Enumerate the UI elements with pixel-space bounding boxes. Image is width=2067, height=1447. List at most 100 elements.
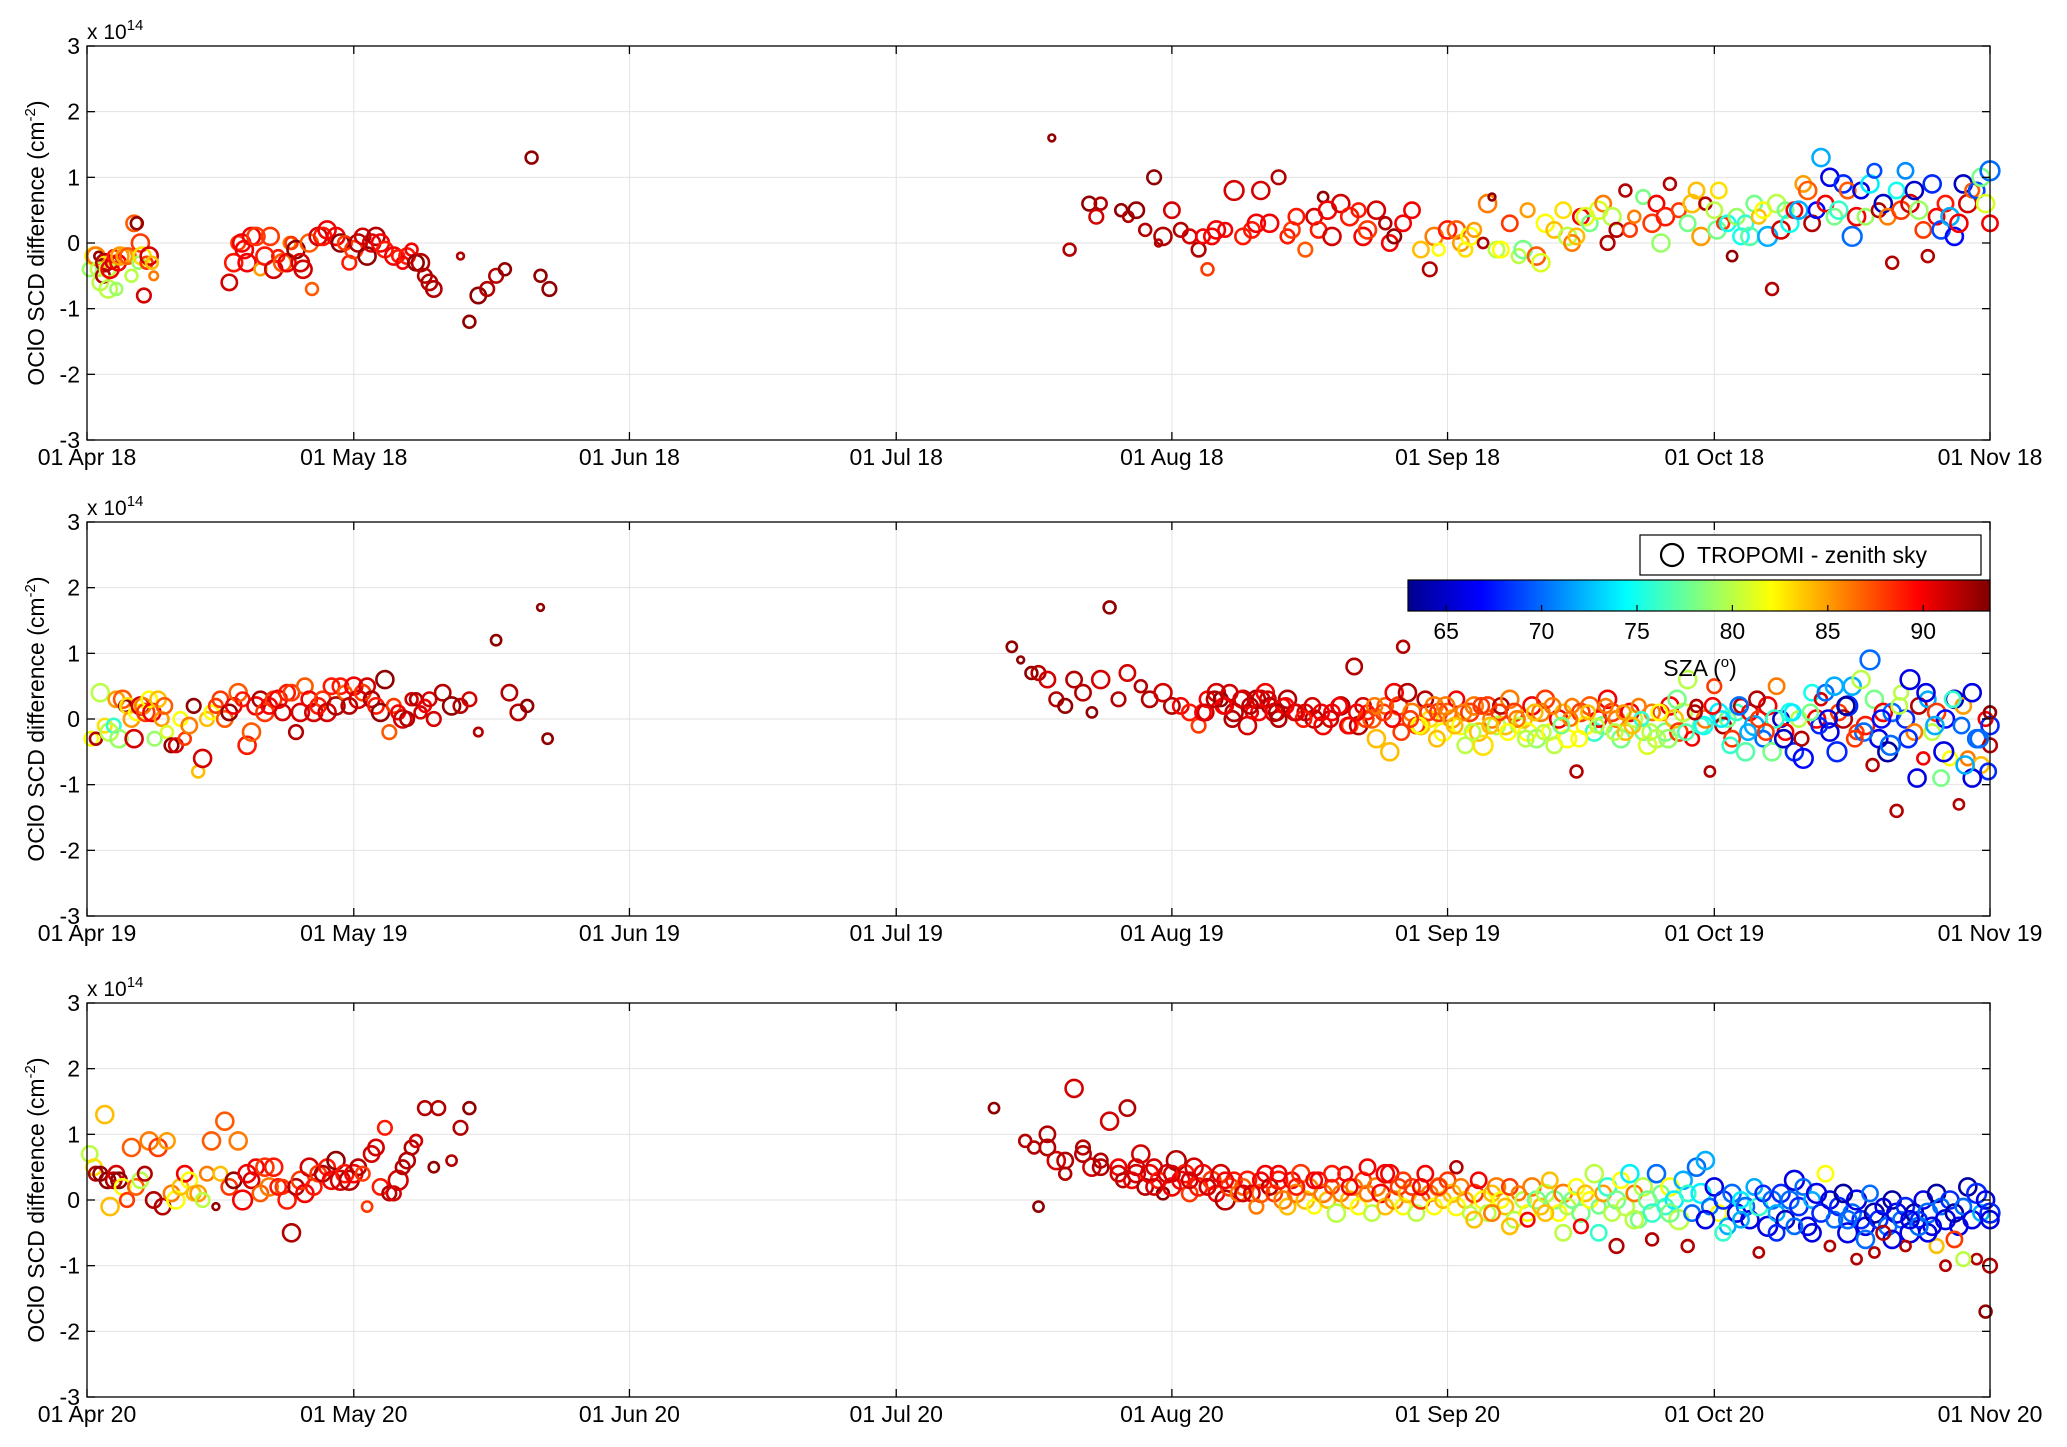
y-axis-label: OClO SCD difference (cm-2) xyxy=(22,576,49,861)
data-point xyxy=(1525,703,1544,722)
data-point xyxy=(1015,655,1026,665)
x-tick-label: 01 Oct 19 xyxy=(1664,920,1764,946)
x-tick-label: 01 Sep 18 xyxy=(1395,444,1500,470)
data-point xyxy=(155,696,174,715)
data-point xyxy=(1979,762,1998,781)
data-point xyxy=(237,735,257,756)
colorbar-tick-label: 75 xyxy=(1624,618,1650,644)
data-point xyxy=(215,1111,235,1131)
x-tick-label: 01 Jun 19 xyxy=(579,920,680,946)
data-point xyxy=(140,690,159,709)
data-point xyxy=(1739,723,1758,742)
x-tick-label: 01 Sep 20 xyxy=(1395,1401,1500,1427)
data-point xyxy=(90,682,111,703)
data-point xyxy=(98,279,119,299)
data-point xyxy=(1678,1184,1697,1203)
data-point xyxy=(1904,180,1925,201)
data-point xyxy=(1850,1252,1863,1266)
data-point xyxy=(1137,222,1153,238)
data-point xyxy=(1584,1163,1605,1184)
data-point xyxy=(1889,803,1904,819)
data-point xyxy=(1127,201,1146,220)
data-point xyxy=(1463,723,1482,742)
data-point xyxy=(1732,1210,1750,1229)
data-point xyxy=(1945,1230,1964,1249)
data-point xyxy=(1866,162,1883,179)
data-point xyxy=(269,1177,288,1196)
data-point xyxy=(1594,194,1613,213)
x-tick-label: 01 May 18 xyxy=(300,444,407,470)
data-point xyxy=(1297,241,1314,258)
colorbar-tick-label: 65 xyxy=(1433,618,1459,644)
y-tick-label: -3 xyxy=(60,1384,80,1410)
data-point xyxy=(1767,1223,1786,1242)
data-point xyxy=(1851,669,1871,690)
data-point xyxy=(1570,729,1589,748)
data-point xyxy=(1644,1232,1660,1247)
data-point xyxy=(1411,1177,1430,1196)
y-tick-label: -1 xyxy=(60,772,80,798)
data-point xyxy=(1090,669,1111,690)
data-point xyxy=(1859,649,1881,671)
data-point xyxy=(1624,1209,1645,1230)
data-point xyxy=(1837,1209,1858,1230)
data-point xyxy=(1943,690,1962,709)
data-point xyxy=(1633,1177,1653,1197)
data-point xyxy=(1384,682,1404,703)
data-point xyxy=(1627,209,1642,224)
data-point xyxy=(136,1165,153,1182)
data-point xyxy=(118,1191,136,1209)
data-point xyxy=(1729,696,1749,716)
data-point xyxy=(158,1131,176,1150)
data-point xyxy=(1569,764,1584,779)
data-point xyxy=(1200,262,1215,277)
data-point xyxy=(433,683,452,702)
data-point xyxy=(1709,181,1728,200)
y-tick-label: 3 xyxy=(67,33,80,59)
data-point xyxy=(1793,730,1810,747)
data-point xyxy=(1803,1191,1822,1209)
data-point xyxy=(1801,703,1820,722)
data-point xyxy=(1145,1177,1164,1196)
data-point xyxy=(472,726,484,738)
y-tick-label: 0 xyxy=(67,230,80,256)
data-point xyxy=(1074,1139,1092,1156)
data-point xyxy=(1519,1211,1536,1228)
data-point xyxy=(1330,696,1349,715)
data-point xyxy=(427,1160,441,1174)
data-point xyxy=(1145,169,1163,186)
legend: TROPOMI - zenith sky xyxy=(1639,534,1982,576)
data-point xyxy=(1970,1252,1984,1266)
data-point xyxy=(1677,669,1698,690)
data-point xyxy=(1905,723,1924,742)
data-point xyxy=(1429,1177,1448,1196)
data-point xyxy=(1597,697,1614,715)
y-tick-label: 2 xyxy=(67,99,80,125)
data-point xyxy=(1932,769,1951,788)
data-point xyxy=(1861,1184,1879,1203)
data-point xyxy=(1062,242,1077,257)
data-point xyxy=(1669,722,1689,742)
data-point xyxy=(1680,1238,1695,1254)
data-point xyxy=(1554,1223,1573,1242)
data-point xyxy=(1714,1223,1733,1242)
data-point xyxy=(1032,1200,1045,1213)
data-point xyxy=(1305,1171,1324,1190)
x-tick-label: 01 May 20 xyxy=(300,1401,407,1427)
data-point xyxy=(1856,207,1875,226)
data-point xyxy=(1967,181,1986,200)
data-point xyxy=(1303,696,1322,715)
data-point xyxy=(326,696,346,716)
data-point xyxy=(1386,228,1403,245)
data-point xyxy=(1762,741,1782,762)
data-point xyxy=(130,233,151,253)
data-point xyxy=(1065,670,1084,689)
data-point xyxy=(255,1157,275,1177)
data-point xyxy=(1366,200,1387,220)
data-point xyxy=(228,1131,248,1151)
data-point xyxy=(1205,690,1224,709)
data-point xyxy=(1623,716,1642,735)
data-point xyxy=(455,251,466,261)
data-point xyxy=(1703,696,1722,715)
data-point xyxy=(1599,234,1616,252)
